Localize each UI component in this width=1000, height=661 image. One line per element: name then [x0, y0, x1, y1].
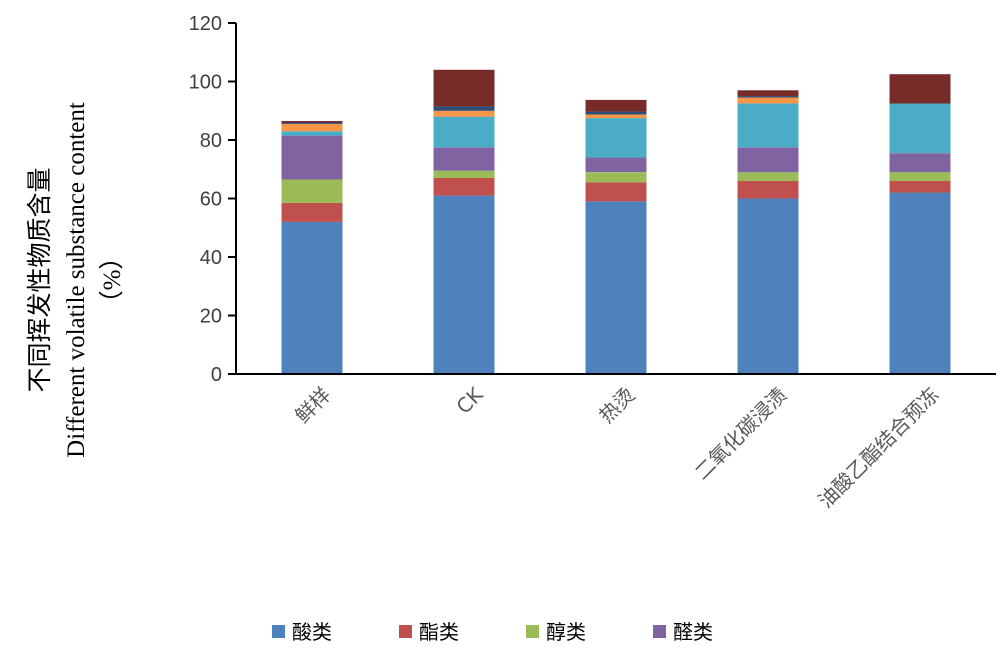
- bar-segment-2-2: [433, 178, 495, 196]
- y-axis-title-line: Different volatile substance content: [63, 102, 90, 458]
- bar-segment-3-1: [585, 201, 647, 374]
- bar-segment-3-6: [585, 114, 647, 119]
- bar-segment-3-4: [585, 157, 647, 173]
- legend-label: 酸类: [292, 620, 332, 644]
- bar-segment-5-2: [889, 180, 951, 193]
- y-tick-label: 80: [200, 130, 222, 152]
- bar-segment-2-7: [433, 106, 495, 111]
- legend-label: 酯类: [419, 620, 459, 644]
- legend-label: 醇类: [546, 620, 586, 644]
- bar-segment-2-1: [433, 195, 495, 374]
- bar-segment-5-1: [889, 192, 951, 374]
- bar-segment-3-3: [585, 172, 647, 183]
- y-axis: 0 20 40 60 80 100 120: [189, 13, 237, 386]
- bar-area: [281, 69, 951, 374]
- bar-segment-4-4: [737, 147, 799, 173]
- y-tick-label: 60: [200, 189, 222, 211]
- bar-segment-4-7: [737, 96, 799, 98]
- bar-segment-2-4: [433, 147, 495, 171]
- bar-segment-2-3: [433, 170, 495, 178]
- bar-segment-1-1: [281, 221, 343, 374]
- y-tick-label: 120: [189, 13, 222, 35]
- bar-segment-3-5: [585, 118, 647, 158]
- legend: 酸类 酯类 醇类 醛类: [272, 620, 713, 644]
- legend-label: 醛类: [673, 620, 713, 644]
- bar-segment-5-5: [889, 103, 951, 154]
- y-tick-label: 0: [211, 364, 222, 386]
- bar-segment-2-6: [433, 110, 495, 117]
- y-axis-title-line: 不同挥发性物质含量: [26, 167, 54, 392]
- bar-segment-5-4: [889, 153, 951, 173]
- x-tick-label: 油酸乙酯结合预冻: [813, 383, 943, 513]
- bar-segment-3-7: [585, 111, 647, 115]
- legend-swatch: [653, 625, 666, 638]
- bar-segment-3-8: [585, 99, 647, 112]
- bar-segment-5-3: [889, 172, 951, 181]
- bar-segment-2-8: [433, 69, 495, 107]
- legend-swatch: [526, 625, 539, 638]
- legend-swatch: [399, 625, 412, 638]
- bar-segment-1-4: [281, 135, 343, 180]
- x-tick-label: CK: [451, 382, 488, 419]
- y-tick-label: 40: [200, 247, 222, 269]
- bar-segment-4-3: [737, 172, 799, 181]
- x-tick-label: 鲜样: [290, 383, 335, 428]
- x-tick-label: 二氧化碳浸渍: [690, 383, 792, 485]
- bar-segment-4-8: [737, 90, 799, 97]
- y-tick-label: 20: [200, 306, 222, 328]
- bar-segment-1-5: [281, 131, 343, 136]
- y-axis-title-line: （%）: [98, 245, 126, 316]
- y-tick-label: 100: [189, 72, 222, 94]
- legend-swatch: [272, 625, 285, 638]
- bar-segment-1-8: [281, 121, 343, 123]
- x-axis: 鲜样 CK 热烫 二氧化碳浸渍 油酸乙酯结合预冻: [236, 373, 996, 513]
- bar-segment-2-5: [433, 116, 495, 148]
- bar-segment-5-8: [889, 74, 951, 104]
- bar-segment-1-2: [281, 202, 343, 222]
- y-axis-title: 不同挥发性物质含量 Different volatile substance co…: [26, 102, 126, 458]
- bar-segment-4-6: [737, 97, 799, 104]
- bar-segment-4-1: [737, 198, 799, 374]
- bar-segment-4-2: [737, 180, 799, 199]
- bar-segment-3-2: [585, 182, 647, 202]
- bar-segment-1-6: [281, 123, 343, 132]
- bar-segment-1-3: [281, 179, 343, 203]
- bar-segment-4-5: [737, 103, 799, 148]
- bar-segment-1-7: [281, 122, 343, 124]
- x-tick-label: 热烫: [594, 383, 639, 428]
